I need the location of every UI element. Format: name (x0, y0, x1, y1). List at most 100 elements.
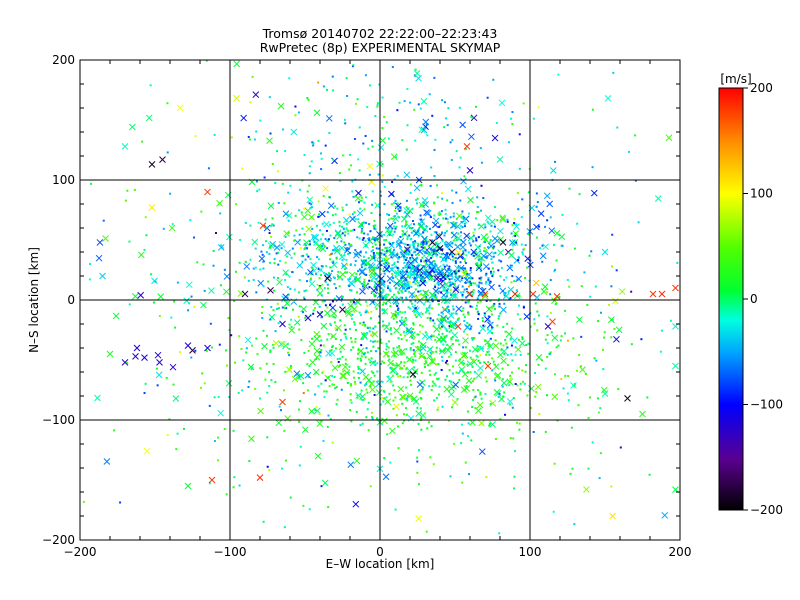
data-cross (409, 371, 417, 378)
data-point (238, 484, 241, 487)
data-point (602, 368, 605, 371)
data-point (304, 244, 307, 247)
data-point (383, 233, 386, 236)
data-point (415, 274, 418, 277)
data-point (341, 206, 344, 209)
data-point (244, 260, 247, 263)
data-point (357, 270, 360, 273)
data-point (511, 224, 514, 227)
data-point (361, 422, 364, 425)
data-point (411, 330, 414, 333)
data-point (383, 185, 386, 188)
data-point (442, 271, 445, 274)
data-cross (470, 114, 478, 122)
data-point (432, 325, 435, 328)
data-cross (351, 305, 358, 313)
data-point (308, 202, 311, 205)
data-cross (421, 332, 429, 340)
data-point (363, 353, 366, 356)
data-point (447, 107, 450, 110)
data-point (498, 284, 501, 287)
data-point (493, 245, 496, 248)
data-cross (266, 137, 273, 145)
data-point (410, 383, 413, 386)
data-point (341, 259, 344, 262)
data-point (416, 279, 419, 282)
data-point (464, 354, 467, 357)
data-point (247, 386, 250, 389)
data-cross (356, 209, 364, 217)
data-point (332, 221, 335, 224)
data-point (409, 183, 412, 186)
data-point (414, 241, 417, 244)
data-point (350, 348, 353, 351)
data-point (293, 239, 296, 242)
data-point (462, 217, 465, 220)
data-point (380, 194, 383, 197)
data-point (554, 268, 557, 271)
data-point (285, 307, 288, 310)
data-point (364, 74, 367, 77)
data-point (365, 273, 368, 276)
data-cross (451, 292, 459, 300)
data-point (410, 231, 413, 234)
data-point (416, 257, 419, 260)
data-point (403, 279, 406, 282)
data-point (441, 231, 444, 234)
data-cross (500, 379, 508, 387)
data-point (477, 284, 480, 287)
data-point (416, 284, 419, 287)
data-point (341, 278, 344, 281)
data-point (249, 224, 252, 227)
data-point (400, 316, 403, 319)
data-point (455, 339, 458, 342)
data-point (346, 94, 349, 97)
data-cross (421, 268, 428, 276)
data-point (330, 349, 333, 352)
data-point (448, 299, 451, 302)
data-cross (558, 233, 566, 241)
data-point (522, 253, 525, 256)
data-point (395, 414, 398, 417)
data-point (493, 308, 496, 311)
data-point (536, 329, 539, 332)
data-cross (275, 419, 283, 427)
data-point (510, 232, 513, 235)
data-point (354, 264, 357, 267)
data-point (333, 237, 336, 240)
data-cross (661, 511, 669, 519)
data-point (511, 359, 514, 362)
data-cross (333, 244, 340, 252)
data-point (398, 279, 401, 282)
data-point (362, 398, 365, 401)
data-cross (499, 216, 507, 223)
data-cross (413, 293, 421, 301)
data-point (319, 354, 322, 357)
data-point (223, 268, 226, 271)
data-cross (317, 266, 324, 273)
data-point (305, 253, 308, 256)
data-point (381, 249, 384, 252)
data-cross (388, 190, 395, 198)
data-point (408, 290, 411, 293)
data-point (504, 413, 507, 416)
data-point (384, 226, 387, 229)
data-point (367, 147, 370, 150)
data-point (364, 384, 367, 387)
data-point (374, 272, 377, 275)
data-cross (465, 377, 473, 385)
data-cross (288, 326, 296, 334)
data-point (322, 344, 325, 347)
data-cross (413, 307, 420, 314)
data-point (479, 209, 482, 212)
data-point (237, 391, 240, 394)
data-point (402, 256, 405, 259)
data-point (370, 310, 373, 313)
data-point (417, 483, 420, 486)
data-point (396, 243, 399, 246)
data-cross (466, 290, 474, 298)
data-point (376, 266, 379, 269)
data-point (419, 275, 422, 278)
data-point (413, 277, 416, 280)
